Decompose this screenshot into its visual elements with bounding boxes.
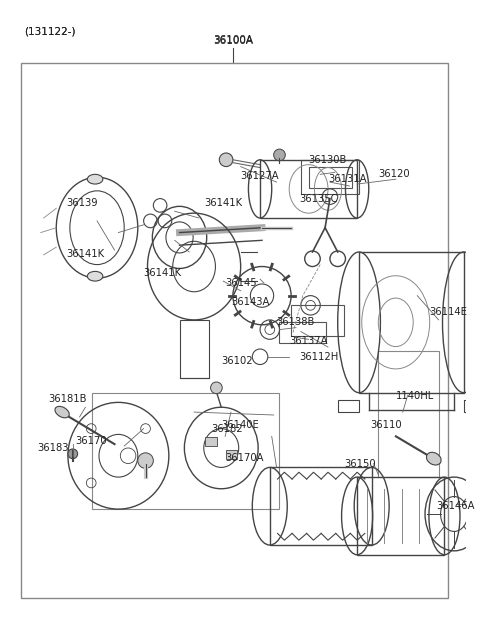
Text: 36120: 36120 <box>378 170 410 179</box>
Text: 36170: 36170 <box>76 436 108 446</box>
Text: 36150: 36150 <box>345 458 376 468</box>
Text: 36100A: 36100A <box>213 35 253 46</box>
Text: 36110: 36110 <box>371 420 402 430</box>
Ellipse shape <box>138 453 153 468</box>
Text: 36100A: 36100A <box>213 36 253 46</box>
Text: 36170A: 36170A <box>225 453 264 463</box>
Text: 36138B: 36138B <box>276 317 315 327</box>
Text: 36135C: 36135C <box>299 194 337 204</box>
Bar <box>291 305 345 336</box>
Bar <box>359 252 464 392</box>
Text: 36131A: 36131A <box>328 174 367 184</box>
Text: 36146A: 36146A <box>437 501 475 511</box>
Ellipse shape <box>426 453 441 465</box>
Text: 36112H: 36112H <box>299 352 338 362</box>
Ellipse shape <box>274 149 285 161</box>
Bar <box>301 160 359 194</box>
Text: 36145: 36145 <box>225 278 257 288</box>
Bar <box>357 477 444 555</box>
Bar <box>180 320 209 378</box>
Text: 36182: 36182 <box>212 423 243 434</box>
Ellipse shape <box>87 272 103 281</box>
Text: (131122-): (131122-) <box>24 27 76 37</box>
Text: 36141K: 36141K <box>144 268 182 279</box>
Text: 36141K: 36141K <box>204 199 242 208</box>
Bar <box>309 166 352 188</box>
Ellipse shape <box>87 174 103 184</box>
Text: 36139: 36139 <box>66 199 97 208</box>
Bar <box>338 401 359 412</box>
Text: 36140E: 36140E <box>221 420 259 430</box>
Ellipse shape <box>219 153 233 166</box>
Text: (131122-): (131122-) <box>24 27 76 37</box>
Bar <box>378 351 439 477</box>
Bar <box>226 449 237 460</box>
Bar <box>464 401 480 412</box>
Text: 36137A: 36137A <box>289 336 328 346</box>
Text: 36181B: 36181B <box>48 394 87 404</box>
Text: 36143A: 36143A <box>231 298 269 308</box>
Bar <box>21 63 448 598</box>
Bar <box>260 160 357 218</box>
Bar <box>205 437 217 446</box>
Text: 36102: 36102 <box>221 356 253 366</box>
Ellipse shape <box>211 382 222 394</box>
Ellipse shape <box>68 449 78 459</box>
Text: 36127A: 36127A <box>240 172 279 181</box>
Text: 36114E: 36114E <box>429 307 467 317</box>
Bar <box>279 322 326 343</box>
Bar <box>92 392 278 509</box>
Ellipse shape <box>55 406 69 418</box>
Text: 36141K: 36141K <box>66 249 104 259</box>
Bar <box>270 467 372 545</box>
Text: 36183: 36183 <box>37 443 68 453</box>
Text: 36130B: 36130B <box>309 155 347 165</box>
Text: 1140HL: 1140HL <box>396 391 434 401</box>
